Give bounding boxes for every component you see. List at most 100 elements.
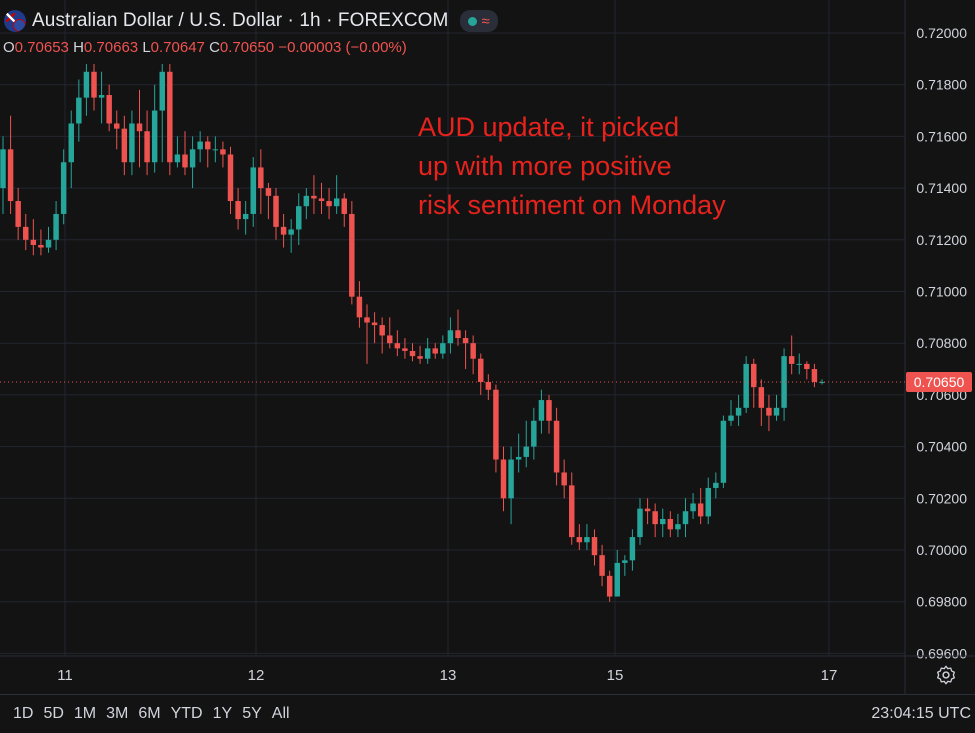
candle-body: [318, 198, 325, 202]
candle-body: [273, 195, 279, 227]
range-all[interactable]: All: [271, 705, 290, 722]
candle-body: [288, 229, 294, 235]
last-price-tag: [906, 371, 972, 392]
candle-body: [470, 343, 476, 359]
candle-body: [76, 97, 82, 124]
chart-annotation[interactable]: AUD update, it picked up with more posit…: [418, 108, 798, 225]
low-label: L: [142, 39, 151, 56]
candle-body: [197, 141, 203, 150]
x-axis-tick-label: 13: [440, 667, 457, 684]
y-axis-tick-label: 0.70200: [916, 490, 967, 506]
candle-body: [819, 381, 825, 383]
candle-body: [682, 511, 689, 525]
candle-body: [417, 356, 423, 359]
candle-body: [751, 363, 757, 388]
candle-body: [387, 335, 393, 344]
candle-body: [584, 537, 590, 543]
annotation-line: risk sentiment on Monday: [418, 190, 726, 220]
candle-body: [242, 213, 249, 220]
candle-body: [280, 226, 287, 235]
candle-body: [7, 149, 14, 202]
candle-body: [796, 363, 802, 365]
candle-body: [349, 213, 355, 297]
low-value: 0.70647: [150, 39, 205, 56]
candle-body: [91, 71, 97, 98]
y-axis-tick-label: 0.72000: [916, 25, 967, 41]
range-1d[interactable]: 1D: [13, 705, 34, 722]
candle-body: [68, 123, 74, 163]
candle-body: [629, 537, 636, 561]
candle-body: [728, 415, 734, 421]
candle-body: [538, 400, 545, 421]
candle-body: [652, 511, 658, 525]
close-label: C: [209, 39, 220, 56]
candle-body: [531, 420, 537, 447]
range-6m[interactable]: 6M: [138, 705, 161, 722]
candle-body: [23, 226, 29, 240]
utc-clock[interactable]: 23:04:15 UTC: [871, 705, 971, 722]
candle-body: [205, 141, 211, 150]
range-3m[interactable]: 3M: [106, 705, 129, 722]
candle-body: [326, 201, 332, 207]
y-axis-tick-label: 0.71600: [916, 128, 967, 144]
candle-body: [697, 503, 704, 517]
range-1y[interactable]: 1Y: [212, 705, 233, 722]
candle-body: [675, 524, 681, 530]
candle-body: [546, 400, 552, 421]
x-axis-tick-label: 12: [248, 667, 265, 684]
candle-body: [341, 198, 347, 214]
candle-body: [174, 154, 181, 163]
candle-body: [432, 348, 438, 354]
y-axis-tick-label: 0.71400: [916, 180, 967, 196]
candle-body: [250, 167, 256, 214]
candle-body: [159, 71, 165, 111]
candle-body: [493, 389, 499, 460]
annotation-line: AUD update, it picked: [418, 112, 680, 142]
candle-body: [720, 420, 727, 483]
candle-body: [151, 110, 158, 163]
candle-body: [227, 154, 234, 202]
candle-body: [311, 195, 317, 199]
candle-body: [371, 322, 378, 326]
candle-body: [333, 198, 340, 207]
candle-body: [553, 420, 560, 473]
range-5y[interactable]: 5Y: [242, 705, 262, 722]
open-label: O: [3, 39, 15, 56]
candle-body: [743, 363, 749, 408]
candle-body: [106, 95, 112, 124]
candle-body: [83, 71, 90, 98]
range-ytd[interactable]: YTD: [170, 705, 203, 722]
candle-body: [591, 537, 598, 556]
y-axis-tick-label: 0.71000: [916, 284, 967, 300]
range-1m[interactable]: 1M: [73, 705, 97, 722]
candle-body: [212, 149, 219, 151]
high-label: H: [73, 39, 84, 56]
candle-body: [60, 162, 67, 214]
settings-gear-icon[interactable]: [935, 664, 957, 686]
candle-body: [644, 508, 651, 512]
close-value: 0.70650: [219, 39, 275, 56]
candle-body: [379, 325, 385, 336]
candle-body: [478, 358, 484, 382]
candle-body: [500, 459, 507, 499]
candle-body: [189, 149, 196, 168]
y-axis-tick-label: 0.69600: [916, 645, 967, 661]
symbol-title[interactable]: Australian Dollar / U.S. Dollar · 1h · F…: [32, 10, 449, 31]
x-axis-tick-label: 11: [57, 667, 73, 684]
candle-body: [296, 206, 302, 230]
time-range-selector: 1D 5D 1M 3M 6M YTD 1Y 5Y All: [8, 705, 295, 723]
candle-body: [303, 195, 310, 207]
status-pill[interactable]: ≈: [460, 10, 498, 32]
candle-body: [30, 239, 37, 245]
candle-body: [0, 149, 6, 189]
open-value: 0.70653: [14, 39, 69, 56]
candle-body: [235, 201, 241, 220]
candle-body: [804, 363, 810, 370]
last-price-label: 0.70650: [914, 374, 965, 390]
range-5d[interactable]: 5D: [43, 705, 64, 722]
candle-body: [766, 407, 772, 416]
candle-body: [144, 131, 150, 163]
ohlc-legend: O0.70653 H0.70663 L0.70647 C0.70650 −0.0…: [3, 39, 407, 56]
